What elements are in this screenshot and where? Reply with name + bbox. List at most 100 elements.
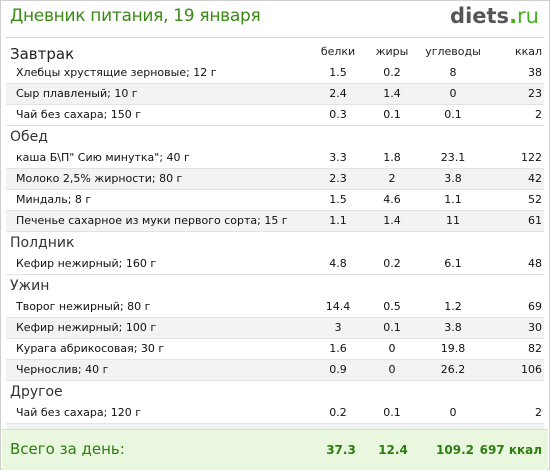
food-protein: 3 xyxy=(334,321,342,334)
food-kcal: 42 xyxy=(528,172,542,185)
food-name: Курага абрикосовая; 30 г xyxy=(16,342,165,355)
food-protein: 0.9 xyxy=(329,363,347,376)
food-fat: 0.5 xyxy=(383,300,401,313)
food-protein: 1.1 xyxy=(329,214,347,227)
food-protein: 1.5 xyxy=(329,193,347,206)
meal-name: Обед xyxy=(10,129,48,145)
food-name: Кефир нежирный; 100 г xyxy=(16,321,157,334)
food-row: Сыр плавленый; 10 г 2.4 1.4 0 23 xyxy=(6,84,544,105)
food-protein: 1.6 xyxy=(329,342,347,355)
food-kcal: 2 xyxy=(535,108,542,121)
food-kcal: 48 xyxy=(528,257,542,270)
food-fat: 0.2 xyxy=(383,66,401,79)
food-carbs: 3.8 xyxy=(444,172,462,185)
column-header: углеводы xyxy=(425,45,481,58)
food-fat: 0.2 xyxy=(383,257,401,270)
food-protein: 1.5 xyxy=(329,66,347,79)
page-title: Дневник питания, 19 января xyxy=(10,6,261,26)
food-row: Чернослив; 40 г 0.9 0 26.2 106 xyxy=(6,360,544,381)
totals-label: Всего за день: xyxy=(10,440,125,458)
food-fat: 1.8 xyxy=(383,151,401,164)
food-name: Сыр плавленый; 10 г xyxy=(16,87,138,100)
food-kcal: 106 xyxy=(521,363,542,376)
meal-name: Завтрак xyxy=(10,45,75,63)
food-protein: 2.4 xyxy=(329,87,347,100)
site-logo[interactable]: diets.ru xyxy=(450,4,539,28)
food-fat: 2 xyxy=(388,172,396,185)
food-row: Молоко 2,5% жирности; 80 г 2.3 2 3.8 42 xyxy=(6,169,544,190)
food-row: каша Б\П" Сию минутка"; 40 г 3.3 1.8 23.1 12… xyxy=(6,148,544,169)
food-carbs: 19.8 xyxy=(440,342,466,355)
logo-dot: . xyxy=(509,4,518,28)
food-kcal: 82 xyxy=(528,342,542,355)
food-name: Печенье сахарное из муки первого сорта; … xyxy=(16,214,288,227)
food-kcal: 69 xyxy=(528,300,542,313)
food-name: Хлебцы хрустящие зерновые; 12 г xyxy=(16,66,217,79)
food-carbs: 6.1 xyxy=(444,257,462,270)
food-kcal: 52 xyxy=(528,193,542,206)
food-carbs: 11 xyxy=(446,214,460,227)
food-name: Чернослив; 40 г xyxy=(16,363,109,376)
food-protein: 14.4 xyxy=(325,300,351,313)
food-fat: 0.1 xyxy=(383,108,401,121)
food-kcal: 38 xyxy=(528,66,542,79)
food-protein: 0.2 xyxy=(329,406,347,419)
food-row: Курага абрикосовая; 30 г 1.6 0 19.8 82 xyxy=(6,339,544,360)
column-header: жиры xyxy=(375,45,409,58)
daily-totals-bar: Всего за день: 37.3 12.4 109.2 697 ккал xyxy=(2,429,548,470)
food-fat: 0.1 xyxy=(383,321,401,334)
total-fat: 12.4 xyxy=(378,443,408,457)
total-protein: 37.3 xyxy=(326,443,356,457)
food-carbs: 0 xyxy=(449,87,457,100)
food-row: Чай без сахара; 120 г 0.2 0.1 0 2 xyxy=(6,403,544,424)
food-row: Чай без сахара; 150 г 0.3 0.1 0.1 2 xyxy=(6,105,544,126)
food-protein: 2.3 xyxy=(329,172,347,185)
meal-name: Ужин xyxy=(10,278,50,294)
total-kcal: 697 ккал xyxy=(479,443,542,457)
food-carbs: 8 xyxy=(449,66,457,79)
food-fat: 0.1 xyxy=(383,406,401,419)
logo-main: diets xyxy=(450,4,510,28)
food-name: каша Б\П" Сию минутка"; 40 г xyxy=(16,151,190,164)
food-fat: 4.6 xyxy=(383,193,401,206)
food-kcal: 61 xyxy=(528,214,542,227)
food-carbs: 23.1 xyxy=(440,151,466,164)
meal-name: Другое xyxy=(10,384,63,400)
food-fat: 0 xyxy=(388,363,396,376)
food-row: Миндаль; 8 г 1.5 4.6 1.1 52 xyxy=(6,190,544,211)
food-carbs: 0.1 xyxy=(444,108,462,121)
total-carbs: 109.2 xyxy=(436,443,474,457)
logo-tld: ru xyxy=(517,4,539,28)
food-fat: 1.4 xyxy=(383,214,401,227)
food-protein: 0.3 xyxy=(329,108,347,121)
header-divider xyxy=(6,37,544,38)
food-carbs: 3.8 xyxy=(444,321,462,334)
food-name: Творог нежирный; 80 г xyxy=(16,300,151,313)
food-kcal: 122 xyxy=(521,151,542,164)
food-fat: 0 xyxy=(388,342,396,355)
food-kcal: 23 xyxy=(528,87,542,100)
food-carbs: 26.2 xyxy=(440,363,466,376)
food-row: Кефир нежирный; 160 г 4.8 0.2 6.1 48 xyxy=(6,254,544,275)
food-row: Печенье сахарное из муки первого сорта; … xyxy=(6,211,544,232)
food-name: Молоко 2,5% жирности; 80 г xyxy=(16,172,183,185)
food-carbs: 1.2 xyxy=(444,300,462,313)
food-protein: 4.8 xyxy=(329,257,347,270)
food-kcal: 30 xyxy=(528,321,542,334)
food-name: Чай без сахара; 120 г xyxy=(16,406,142,419)
food-name: Миндаль; 8 г xyxy=(16,193,92,206)
food-fat: 1.4 xyxy=(383,87,401,100)
food-name: Кефир нежирный; 160 г xyxy=(16,257,157,270)
meal-name: Полдник xyxy=(10,235,75,251)
meals-table: Завтрак белки жиры углеводы ккал Хлебцы хруст… xyxy=(6,45,544,445)
food-protein: 3.3 xyxy=(329,151,347,164)
food-name: Чай без сахара; 150 г xyxy=(16,108,142,121)
food-kcal: 2 xyxy=(535,406,542,419)
food-carbs: 0 xyxy=(449,406,457,419)
food-carbs: 1.1 xyxy=(444,193,462,206)
column-header: белки xyxy=(320,45,356,58)
food-row: Кефир нежирный; 100 г 3 0.1 3.8 30 xyxy=(6,318,544,339)
food-row: Творог нежирный; 80 г 14.4 0.5 1.2 69 xyxy=(6,297,544,318)
meal-header-row: Завтрак белки жиры углеводы ккал xyxy=(6,45,544,63)
